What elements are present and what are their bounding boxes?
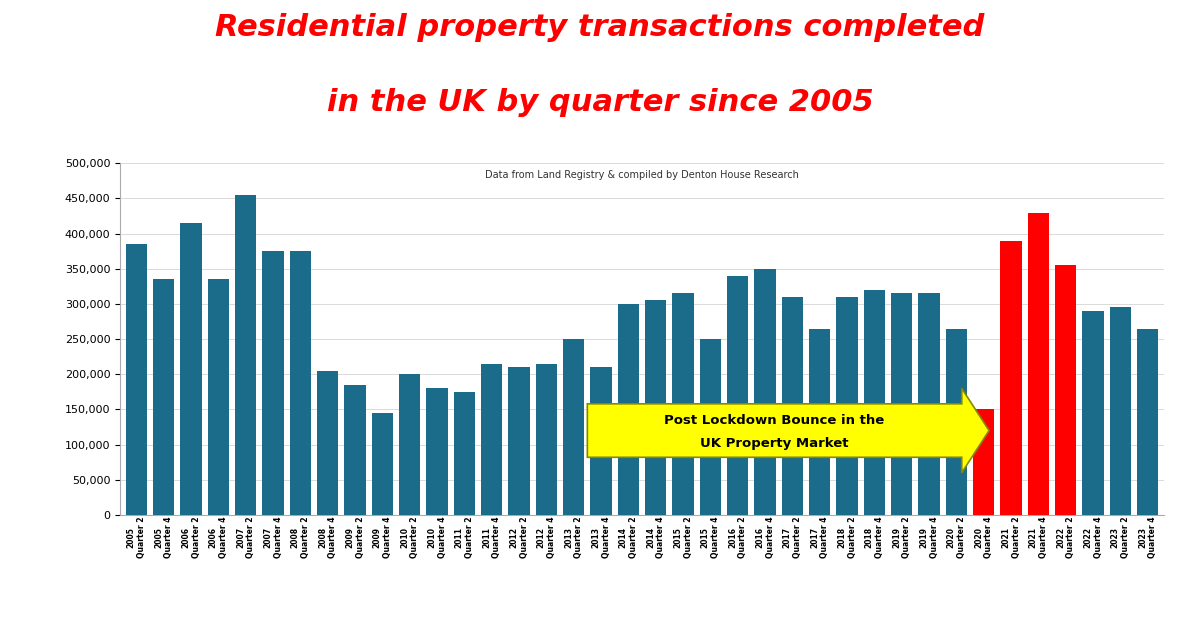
Bar	[1001, 241, 1021, 515]
Text: Residential property transactions completed: Residential property transactions comple…	[215, 13, 985, 41]
Bar	[289, 251, 311, 515]
Bar	[918, 293, 940, 515]
Bar	[973, 409, 995, 515]
Bar	[700, 339, 721, 515]
Bar	[672, 293, 694, 515]
Bar	[509, 367, 529, 515]
Bar	[646, 300, 666, 515]
Bar	[400, 374, 420, 515]
Bar	[317, 371, 338, 515]
Text: in the UK by quarter since 2005: in the UK by quarter since 2005	[326, 88, 874, 117]
Bar	[1082, 311, 1104, 515]
Bar	[372, 413, 394, 515]
Bar	[535, 364, 557, 515]
Bar	[454, 392, 475, 515]
Bar	[755, 269, 775, 515]
Bar	[1055, 265, 1076, 515]
Bar	[890, 293, 912, 515]
Bar	[208, 279, 229, 515]
Bar	[727, 276, 749, 515]
Bar	[235, 195, 257, 515]
Polygon shape	[587, 388, 989, 473]
Bar	[263, 251, 283, 515]
Bar	[1136, 328, 1158, 515]
Bar	[836, 297, 858, 515]
Bar	[126, 244, 148, 515]
Bar	[154, 279, 174, 515]
Bar	[946, 328, 967, 515]
Bar	[563, 339, 584, 515]
Bar	[590, 367, 612, 515]
Bar	[781, 297, 803, 515]
Bar	[864, 290, 884, 515]
Bar	[618, 304, 638, 515]
Bar	[809, 328, 830, 515]
Bar	[344, 385, 366, 515]
Text: UK Property Market: UK Property Market	[701, 436, 848, 450]
Bar	[1027, 212, 1049, 515]
Bar	[426, 388, 448, 515]
Bar	[481, 364, 503, 515]
Text: Data from Land Registry & compiled by Denton House Research: Data from Land Registry & compiled by De…	[485, 170, 799, 180]
Bar	[1110, 308, 1130, 515]
Bar	[180, 223, 202, 515]
Text: Post Lockdown Bounce in the: Post Lockdown Bounce in the	[665, 414, 884, 427]
